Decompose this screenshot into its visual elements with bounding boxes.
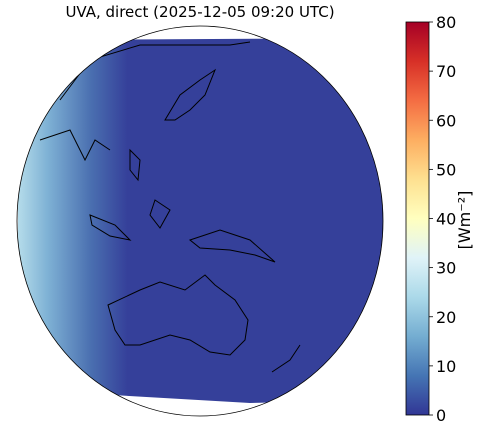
globe-outline	[16, 25, 384, 417]
map-title: UVA, direct (2025-12-05 09:20 UTC)	[65, 3, 334, 21]
colorbar-label: [Wm⁻²]	[455, 191, 474, 250]
colorbar-tick-label: 80	[436, 13, 456, 32]
colorbar	[405, 21, 430, 416]
colorbar-tick-label: 60	[436, 111, 456, 130]
colorbar-tick-label: 30	[436, 259, 456, 278]
colorbar-tick-label: 50	[436, 160, 456, 179]
coastlines	[39, 41, 301, 373]
globe	[18, 38, 383, 403]
colorbar-axis: 0 10 20 30 40 50 60 70 80	[429, 13, 456, 425]
data-field	[18, 38, 383, 403]
colorbar-tick-label: 10	[436, 357, 456, 376]
colorbar-tick-label: 40	[436, 210, 456, 229]
colorbar-tick-label: 20	[436, 308, 456, 327]
colorbar-tick-label: 0	[436, 406, 446, 425]
colorbar-tick-label: 70	[436, 62, 456, 81]
